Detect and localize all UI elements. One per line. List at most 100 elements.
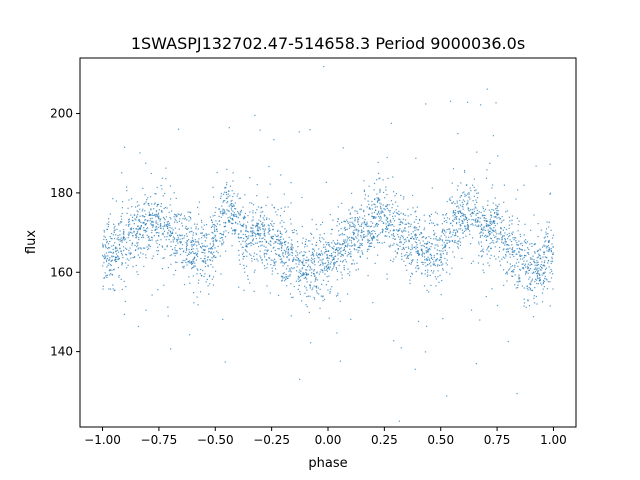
data-point (263, 254, 265, 256)
data-point (174, 269, 177, 271)
data-point (477, 262, 480, 264)
data-point (103, 277, 105, 279)
data-point (244, 249, 246, 251)
data-point (427, 274, 429, 276)
data-point (404, 242, 406, 244)
data-point (341, 232, 343, 235)
data-point (424, 351, 427, 353)
data-point (137, 273, 139, 276)
data-point (277, 229, 279, 231)
data-point (349, 248, 351, 250)
data-point (135, 234, 137, 236)
data-point (414, 233, 417, 235)
data-point (324, 273, 326, 275)
data-point (306, 289, 308, 291)
data-point (452, 251, 454, 253)
data-point (218, 208, 220, 210)
data-point (485, 220, 487, 222)
data-point (544, 265, 546, 267)
data-point (344, 221, 346, 223)
data-point (345, 228, 347, 231)
data-point (313, 248, 315, 250)
data-point (351, 221, 353, 223)
data-point (381, 211, 383, 213)
data-point (433, 234, 435, 236)
data-point (273, 242, 275, 245)
data-point (507, 248, 509, 250)
data-point (207, 256, 209, 258)
data-point (335, 295, 338, 297)
data-point (141, 236, 143, 239)
data-point (184, 260, 186, 262)
data-point (256, 242, 259, 244)
data-point (309, 295, 311, 297)
data-point (305, 240, 307, 243)
data-point (316, 279, 319, 281)
data-point (481, 234, 483, 236)
data-point (443, 230, 446, 232)
data-point (488, 221, 491, 223)
data-point (166, 246, 168, 248)
data-point (144, 231, 147, 233)
data-point (472, 200, 474, 202)
data-point (457, 247, 460, 249)
data-point (198, 238, 200, 240)
data-point (202, 269, 204, 272)
data-point (367, 195, 369, 197)
data-point (493, 234, 495, 236)
data-point (158, 215, 160, 217)
data-point (151, 214, 153, 216)
data-point (459, 238, 461, 240)
data-point (441, 239, 443, 241)
data-point (275, 211, 277, 213)
data-point (435, 285, 437, 287)
data-point (518, 278, 520, 280)
data-point (301, 300, 303, 302)
data-point (465, 218, 468, 220)
data-point (467, 200, 469, 202)
data-point (378, 233, 380, 236)
data-point (151, 221, 153, 223)
data-point (536, 275, 538, 277)
data-point (527, 272, 529, 274)
data-point (192, 244, 194, 246)
data-point (212, 245, 214, 247)
data-point (115, 260, 118, 262)
data-point (145, 257, 147, 259)
data-point (145, 213, 147, 215)
data-point (433, 230, 435, 232)
data-point (213, 255, 215, 257)
data-point (444, 257, 446, 260)
data-point (319, 288, 321, 290)
data-point (344, 239, 347, 241)
data-point (353, 232, 355, 234)
data-point (454, 229, 456, 231)
data-point (552, 253, 554, 256)
data-point (277, 234, 279, 236)
data-point (426, 259, 429, 261)
data-point (279, 256, 281, 258)
data-point (394, 238, 396, 240)
data-point (267, 249, 269, 251)
data-point (238, 240, 240, 243)
data-point (299, 291, 301, 293)
data-point (196, 256, 199, 258)
data-point (425, 237, 428, 239)
data-point (357, 229, 359, 231)
data-point (108, 288, 110, 290)
data-point (174, 261, 177, 263)
data-point (435, 259, 437, 261)
data-point (512, 247, 514, 249)
data-point (523, 302, 526, 304)
data-point (222, 212, 225, 215)
data-point (524, 264, 526, 266)
data-point (247, 221, 249, 223)
data-point (474, 189, 476, 192)
data-point (495, 204, 497, 206)
data-point (296, 266, 298, 268)
data-point (310, 257, 313, 259)
data-point (536, 269, 538, 271)
data-point (116, 249, 118, 251)
data-point (399, 223, 402, 226)
data-point (532, 271, 535, 273)
